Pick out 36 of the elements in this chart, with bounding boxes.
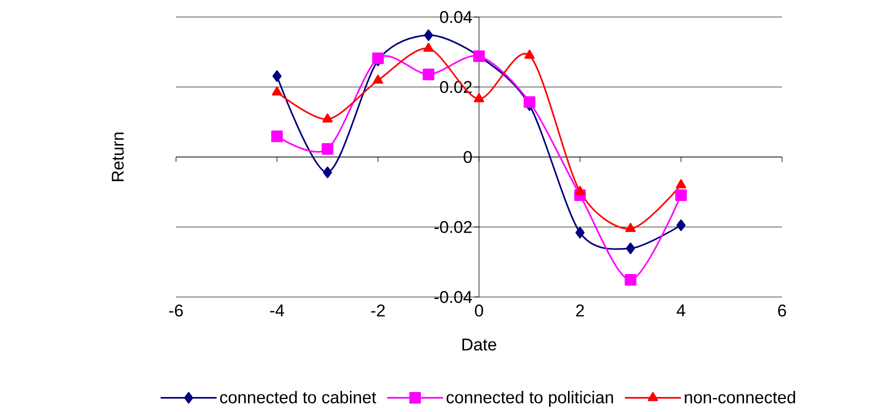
point: [474, 93, 484, 102]
point: [322, 113, 333, 123]
y-tick-label: -0.02: [434, 220, 472, 234]
y-tick-label: -0.04: [434, 290, 472, 304]
point: [575, 226, 585, 238]
point: [675, 189, 687, 201]
legend-label: connected to cabinet: [220, 390, 376, 404]
x-axis-title: Date: [462, 338, 496, 351]
point: [271, 130, 283, 142]
x-tick-label: 4: [676, 304, 686, 316]
point: [322, 143, 334, 155]
point: [625, 222, 636, 232]
point: [272, 86, 282, 96]
point: [423, 42, 434, 52]
point: [272, 70, 282, 82]
legend-label: connected to politician: [446, 390, 613, 407]
point: [524, 50, 535, 59]
x-tick-label: 2: [576, 304, 584, 316]
point: [574, 186, 586, 195]
x-tick-label: -6: [169, 304, 183, 317]
legend-label: non-connected: [684, 390, 796, 404]
y-axis-title: Return: [112, 132, 124, 182]
point: [322, 166, 332, 178]
point: [676, 179, 686, 188]
y-tick-label: 0.04: [440, 10, 472, 24]
x-tick-label: 6: [778, 304, 786, 317]
point: [676, 219, 686, 232]
point: [626, 242, 636, 254]
point: [424, 29, 434, 42]
x-tick-label: -2: [371, 304, 385, 316]
point: [524, 96, 536, 108]
x-tick-label: 0: [474, 304, 484, 317]
point: [422, 68, 434, 80]
x-tick-label: -4: [270, 304, 284, 316]
point: [372, 74, 384, 84]
point: [624, 274, 636, 286]
